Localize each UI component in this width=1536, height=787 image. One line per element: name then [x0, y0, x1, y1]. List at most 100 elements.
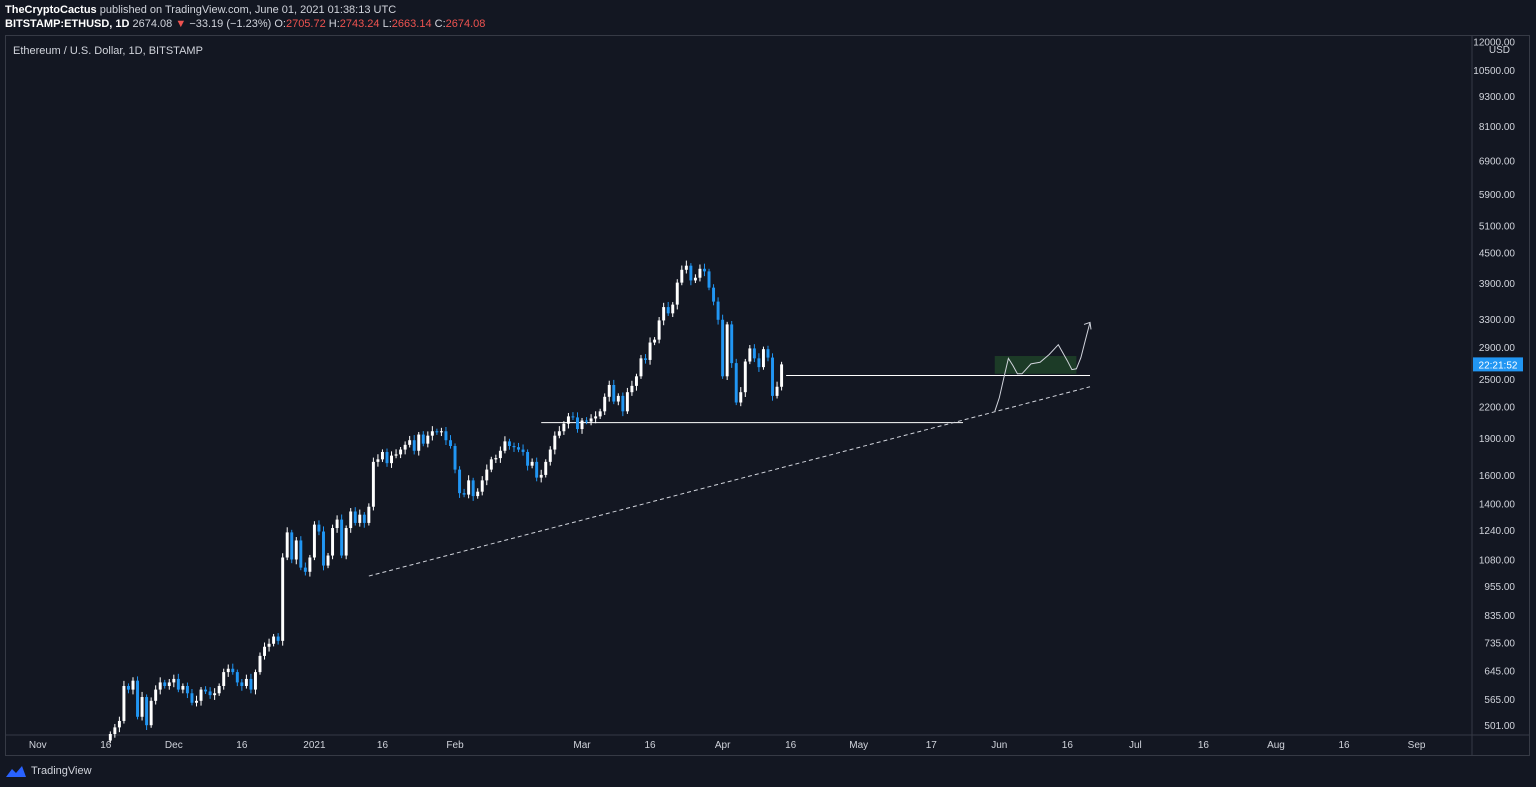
candle-body — [544, 461, 548, 475]
candle-body — [580, 420, 584, 430]
time-tick-label: Aug — [1267, 740, 1285, 751]
candle-body — [249, 678, 253, 690]
candle-body — [190, 693, 194, 703]
candle-body — [335, 519, 339, 529]
candle-body — [149, 700, 153, 726]
tradingview-logo[interactable]: TradingView — [6, 765, 92, 777]
time-tick-label: 16 — [785, 740, 797, 751]
candle-body — [108, 734, 112, 741]
candle-body — [117, 720, 121, 728]
time-tick-label: Feb — [446, 740, 464, 751]
price-tick-label: 2200.00 — [1479, 402, 1516, 413]
candle-body — [512, 446, 516, 448]
last-price: 2674.08 — [132, 18, 173, 30]
projection-path — [994, 322, 1091, 412]
author-name[interactable]: TheCryptoCactus — [5, 4, 97, 16]
price-tick-label: 6900.00 — [1479, 156, 1516, 167]
candle-body — [213, 693, 217, 696]
time-tick-label: Apr — [715, 740, 731, 751]
candle-body — [281, 557, 285, 641]
candle-body — [612, 384, 616, 402]
publish-info: TheCryptoCactus published on TradingView… — [5, 4, 396, 16]
candle-body — [557, 431, 561, 436]
candle-body — [376, 459, 380, 462]
candle-body — [312, 524, 316, 558]
candle-body — [244, 678, 248, 686]
candle-body — [253, 672, 257, 690]
candle-body — [195, 700, 198, 703]
countdown-price-tag — [1473, 357, 1523, 372]
high-label: H: — [328, 18, 340, 30]
close-label: C: — [434, 18, 446, 30]
price-tick-label: 1600.00 — [1479, 471, 1516, 482]
candle-body — [607, 384, 611, 397]
candle-body — [240, 682, 244, 686]
candle-body — [761, 349, 765, 368]
candle-body — [485, 469, 489, 481]
price-tick-label: 9300.00 — [1479, 92, 1516, 103]
time-tick-label: May — [849, 740, 868, 751]
candle-body — [576, 417, 579, 430]
candle-body — [294, 540, 298, 560]
candle-body — [743, 361, 747, 393]
candle-body — [730, 324, 734, 364]
candle-body — [548, 449, 552, 462]
candle-body — [263, 646, 267, 656]
candle-body — [693, 277, 697, 281]
candle-body — [648, 342, 652, 360]
candle-body — [136, 680, 140, 717]
candle-body — [439, 431, 443, 433]
footer: TradingView — [0, 760, 1536, 787]
candle-body — [462, 493, 466, 495]
candle-body — [435, 431, 439, 433]
candle-body — [172, 678, 176, 683]
candle-body — [344, 528, 348, 556]
candle-body — [181, 685, 185, 690]
candle-body — [775, 386, 779, 396]
time-tick-label: Sep — [1408, 740, 1426, 751]
time-tick-label: Jul — [1129, 740, 1142, 751]
candle-body — [290, 532, 294, 560]
candle-body — [671, 304, 675, 314]
candle-body — [634, 376, 638, 386]
candle-body — [258, 655, 262, 673]
candle-body — [371, 461, 375, 507]
candle-body — [585, 420, 589, 422]
candle-body — [403, 444, 407, 450]
candle-body — [526, 451, 530, 466]
candle-body — [780, 364, 784, 387]
down-arrow-icon: ▼ — [175, 18, 187, 30]
candle-body — [367, 506, 371, 523]
candle-body — [217, 685, 221, 694]
candle-body — [689, 265, 693, 281]
candle-body — [222, 672, 226, 686]
candle-body — [707, 271, 711, 288]
price-tick-label: 735.00 — [1484, 638, 1515, 649]
candle-body — [766, 349, 770, 358]
candle-body — [208, 691, 212, 696]
candle-body — [408, 440, 412, 445]
candle-body — [598, 411, 602, 417]
price-chart[interactable]: Ethereum / U.S. Dollar, 1D, BITSTAMP 1200… — [0, 0, 1536, 760]
countdown-label: 22:21:52 — [1479, 360, 1518, 371]
open-value: 2705.72 — [285, 18, 326, 30]
candle-body — [122, 685, 126, 721]
candle-body — [412, 440, 416, 451]
candle-body — [353, 511, 357, 523]
time-tick-label: 16 — [377, 740, 389, 751]
candle-body — [267, 643, 271, 647]
price-tick-label: 835.00 — [1484, 611, 1515, 622]
price-tick-label: 1080.00 — [1479, 555, 1516, 566]
candle-body — [517, 447, 520, 450]
close-value: 2674.08 — [445, 18, 486, 30]
candle-body — [644, 358, 647, 360]
candle-body — [430, 431, 434, 436]
candle-body — [276, 636, 280, 641]
candle-body — [489, 459, 493, 470]
time-tick-label: 17 — [926, 740, 938, 751]
time-tick-label: Dec — [165, 740, 183, 751]
candle-body — [603, 396, 607, 412]
candle-body — [657, 320, 661, 340]
price-tick-label: 5900.00 — [1479, 190, 1516, 201]
currency-label: USD — [1489, 45, 1510, 56]
